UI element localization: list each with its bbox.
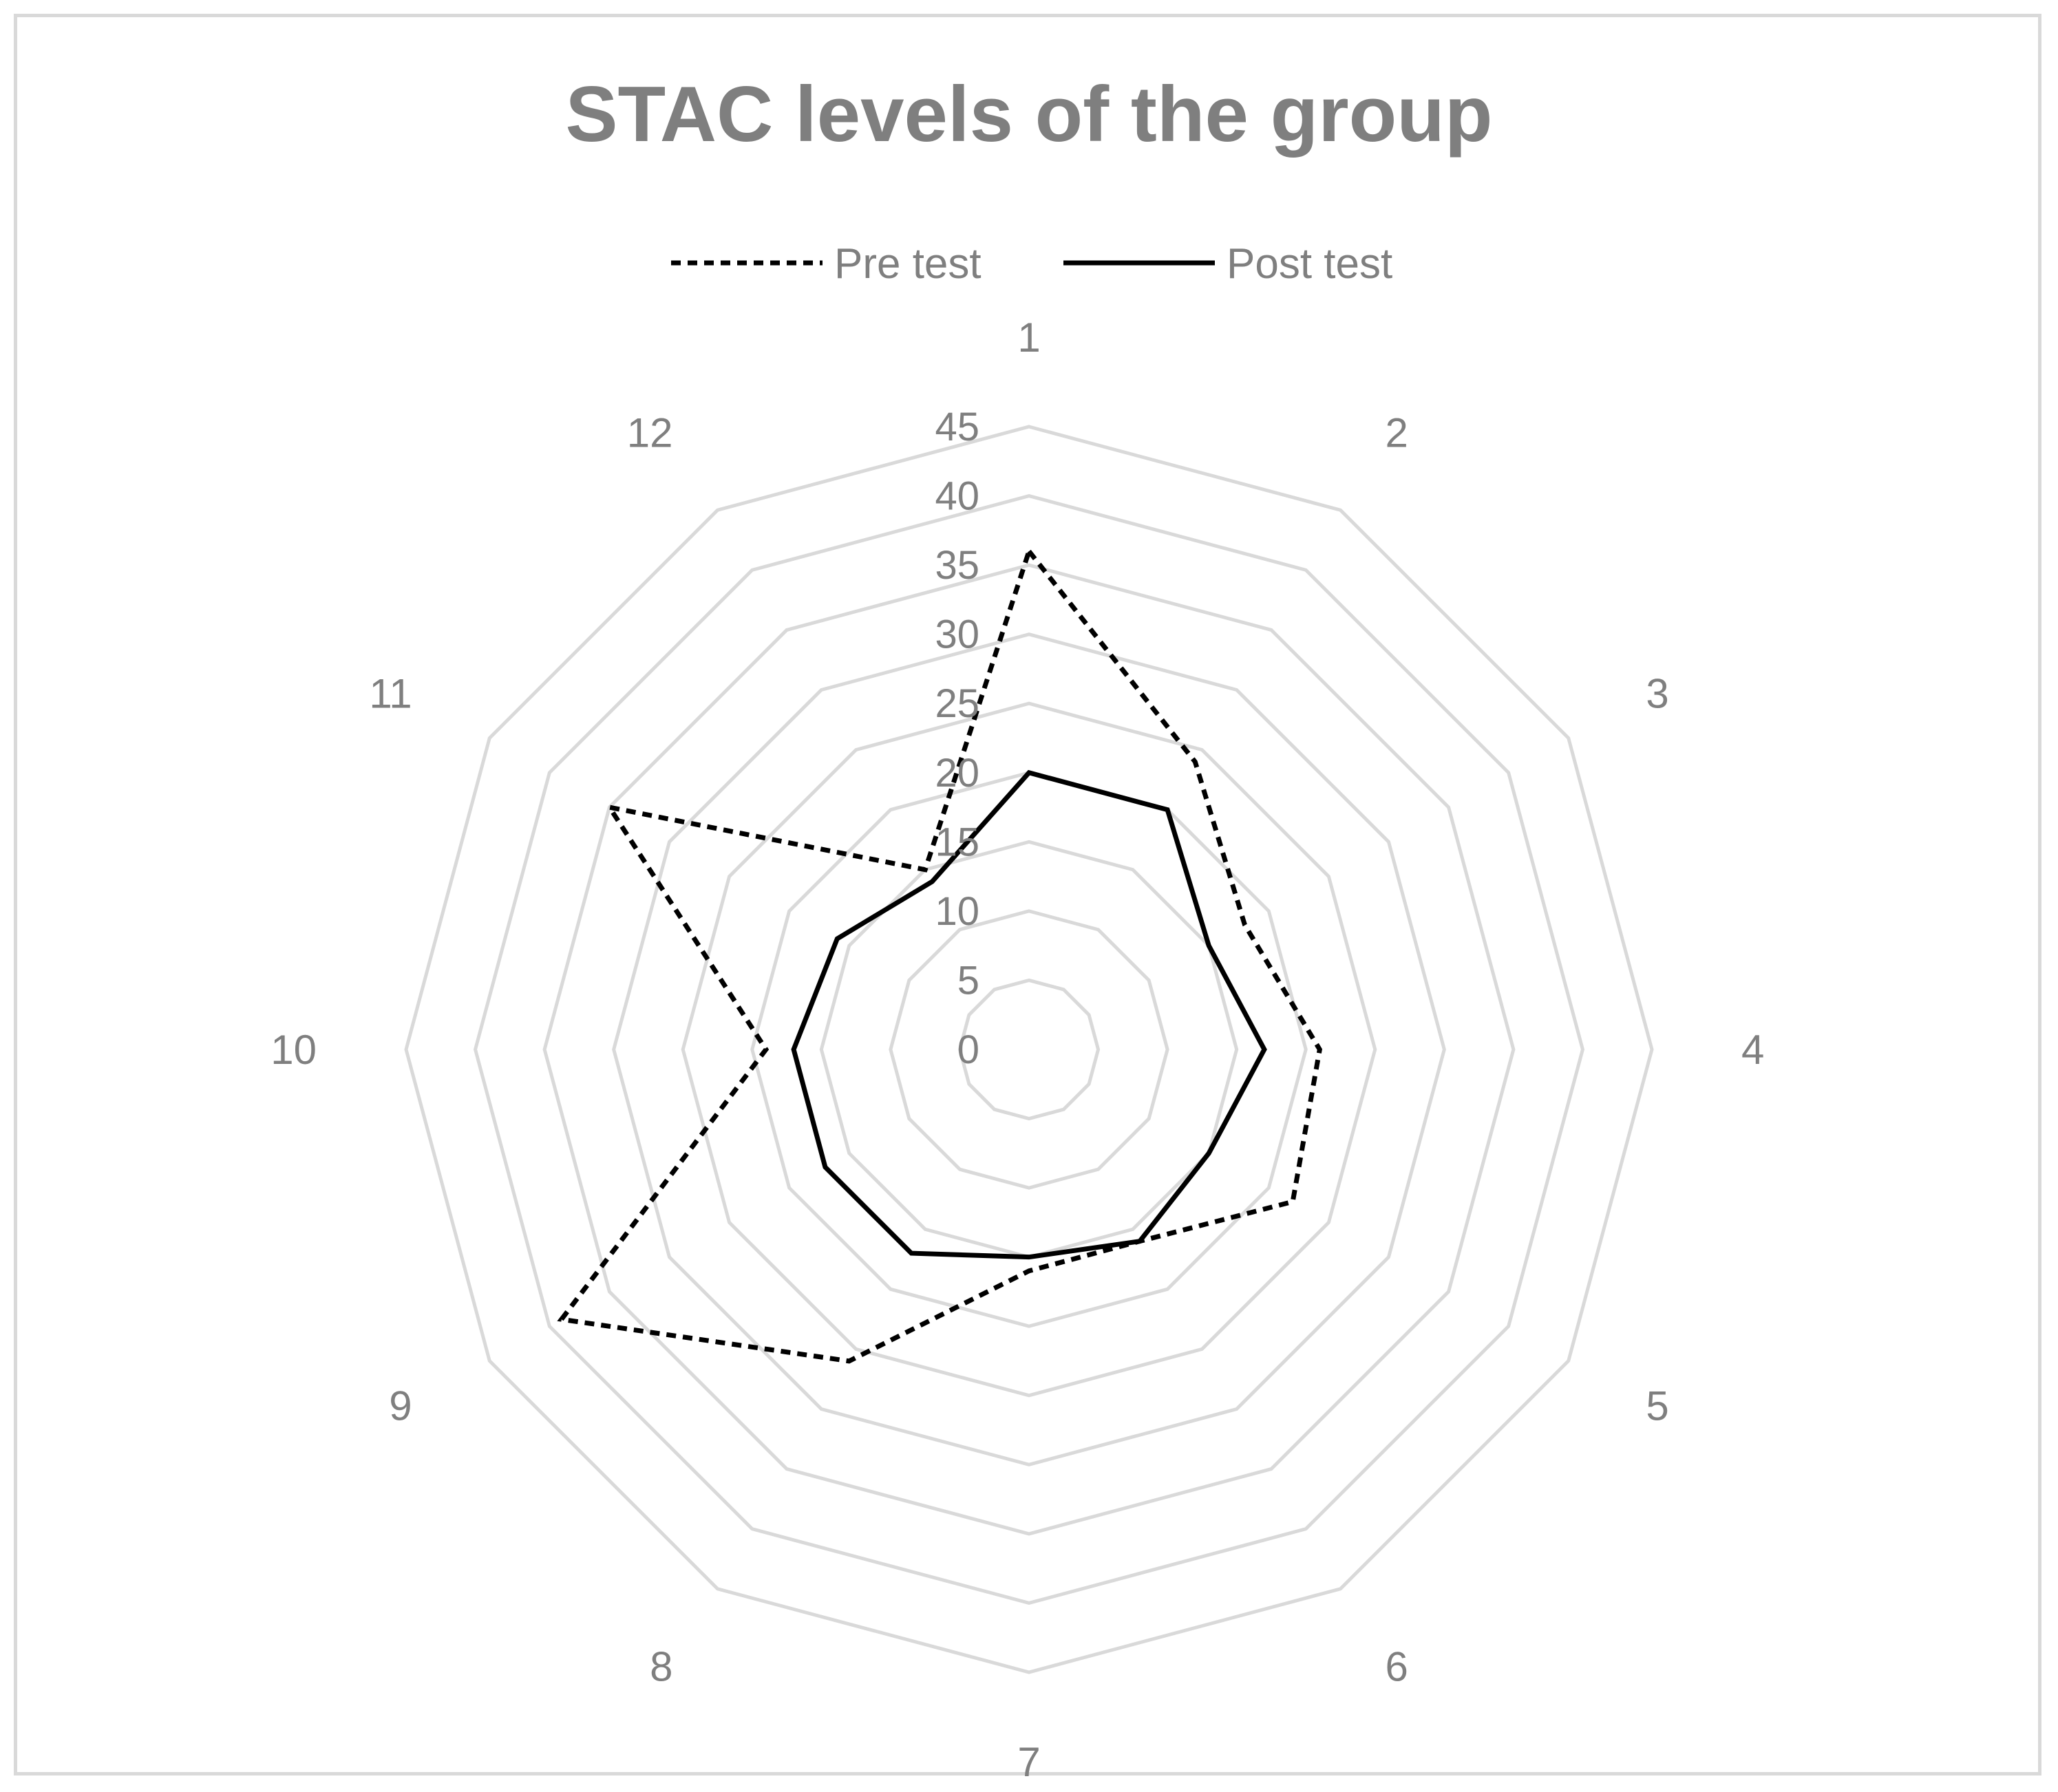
legend-label-pre-test: Pre test <box>834 240 982 288</box>
radar-gridlines <box>404 425 1654 1674</box>
category-label-7: 7 <box>1017 1739 1040 1785</box>
gridline-ring-40 <box>473 493 1585 1606</box>
category-label-5: 5 <box>1646 1383 1668 1429</box>
tick-label-20: 20 <box>935 751 979 796</box>
gridline-ring-5 <box>957 978 1101 1121</box>
tick-label-25: 25 <box>935 681 979 726</box>
tick-label-5: 5 <box>957 958 979 1003</box>
radar-series <box>557 546 1323 1364</box>
category-label-3: 3 <box>1646 671 1668 717</box>
legend-label-post-test: Post test <box>1227 240 1392 288</box>
gridline-ring-45 <box>404 425 1654 1674</box>
tick-label-10: 10 <box>935 889 979 934</box>
category-label-6: 6 <box>1386 1643 1408 1689</box>
category-label-4: 4 <box>1741 1027 1764 1073</box>
category-label-10: 10 <box>270 1027 317 1073</box>
series-line-pre-test <box>557 546 1323 1364</box>
category-label-1: 1 <box>1017 314 1040 361</box>
gridline-ring-10 <box>889 909 1169 1190</box>
tick-label-35: 35 <box>935 543 979 588</box>
gridline-ring-35 <box>542 563 1516 1536</box>
category-label-2: 2 <box>1386 410 1408 456</box>
chart-title: STAC levels of the group <box>565 71 1492 158</box>
gridline-ring-25 <box>681 701 1377 1398</box>
gridline-ring-20 <box>750 771 1308 1328</box>
tick-label-40: 40 <box>935 474 979 519</box>
category-label-12: 12 <box>627 410 673 456</box>
category-label-8: 8 <box>650 1643 672 1689</box>
radial-tick-labels: 0 5 10 15 20 25 30 35 40 45 <box>935 405 979 1072</box>
category-label-9: 9 <box>389 1383 412 1429</box>
category-label-11: 11 <box>369 671 412 717</box>
series-line-post-test <box>791 769 1267 1260</box>
tick-label-0: 0 <box>957 1027 979 1072</box>
tick-label-15: 15 <box>935 820 979 864</box>
tick-label-45: 45 <box>935 405 979 449</box>
gridline-ring-30 <box>612 632 1446 1466</box>
legend: Pre test Post test <box>671 240 1392 288</box>
tick-label-30: 30 <box>935 612 979 657</box>
legend-item-pre-test: Pre test <box>671 240 982 288</box>
legend-item-post-test: Post test <box>1063 240 1392 288</box>
chart-frame <box>14 14 2041 1775</box>
